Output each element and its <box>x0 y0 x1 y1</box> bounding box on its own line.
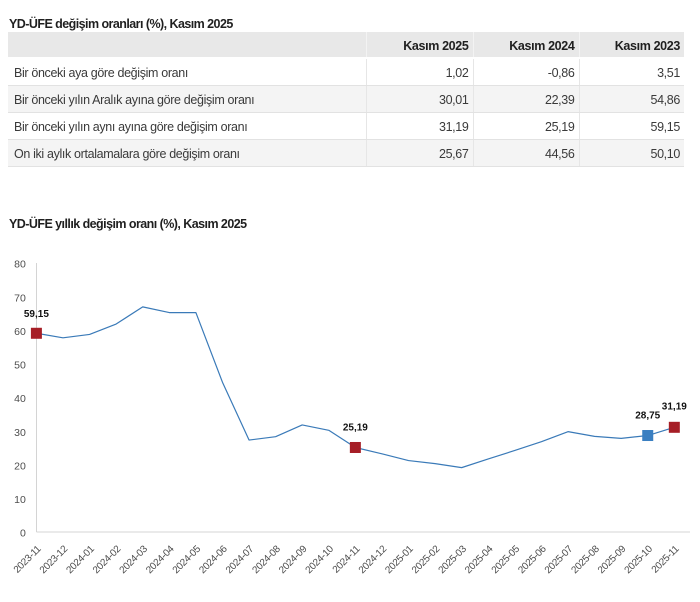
svg-text:60: 60 <box>14 326 26 338</box>
svg-text:2025-08: 2025-08 <box>569 543 602 576</box>
svg-text:2024-02: 2024-02 <box>91 543 124 576</box>
svg-text:0: 0 <box>20 528 26 540</box>
svg-text:2024-09: 2024-09 <box>277 543 310 576</box>
svg-text:59,15: 59,15 <box>24 309 49 320</box>
svg-text:28,75: 28,75 <box>635 410 660 421</box>
svg-text:80: 80 <box>14 259 26 271</box>
svg-text:70: 70 <box>14 292 26 304</box>
svg-text:2024-05: 2024-05 <box>171 543 204 576</box>
svg-text:2024-01: 2024-01 <box>64 543 97 576</box>
svg-text:2024-03: 2024-03 <box>118 543 151 576</box>
svg-text:50: 50 <box>14 360 26 372</box>
svg-text:2024-08: 2024-08 <box>250 543 283 576</box>
svg-text:2025-09: 2025-09 <box>596 543 629 576</box>
svg-text:2025-07: 2025-07 <box>543 543 576 576</box>
svg-text:25,19: 25,19 <box>343 423 368 434</box>
svg-text:2023-12: 2023-12 <box>38 543 71 576</box>
svg-text:2025-03: 2025-03 <box>437 543 470 576</box>
svg-text:2025-04: 2025-04 <box>463 543 496 576</box>
svg-text:2025-10: 2025-10 <box>623 543 656 576</box>
svg-text:31,19: 31,19 <box>662 401 687 412</box>
svg-text:40: 40 <box>14 393 26 405</box>
svg-text:30: 30 <box>14 427 26 439</box>
svg-text:2025-06: 2025-06 <box>516 543 549 576</box>
svg-text:2024-10: 2024-10 <box>304 543 337 576</box>
svg-text:2024-12: 2024-12 <box>357 543 390 576</box>
svg-text:2024-06: 2024-06 <box>197 543 230 576</box>
svg-text:2025-02: 2025-02 <box>410 543 443 576</box>
svg-text:2024-04: 2024-04 <box>144 543 177 576</box>
svg-text:10: 10 <box>14 494 26 506</box>
svg-text:2025-05: 2025-05 <box>490 543 523 576</box>
svg-text:2025-01: 2025-01 <box>383 543 416 576</box>
svg-text:20: 20 <box>14 460 26 472</box>
svg-text:2025-11: 2025-11 <box>650 543 682 575</box>
svg-text:2024-07: 2024-07 <box>224 543 257 576</box>
